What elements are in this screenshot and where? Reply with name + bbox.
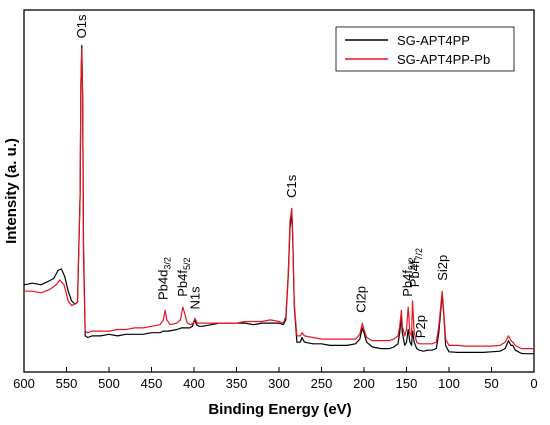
x-tick-label: 500 bbox=[98, 376, 120, 391]
x-tick-label: 600 bbox=[13, 376, 35, 391]
x-tick-label: 200 bbox=[353, 376, 375, 391]
series-line-sg-apt4pp-pb bbox=[24, 48, 534, 350]
peak-label-c1s: C1s bbox=[284, 174, 299, 198]
x-tick-label: 300 bbox=[268, 376, 290, 391]
x-tick-label: 0 bbox=[530, 376, 537, 391]
peak-label-o1s: O1s bbox=[74, 14, 89, 38]
legend-label-sg-apt4pp: SG-APT4PP bbox=[397, 33, 470, 48]
peak-label-cl2p: Cl2p bbox=[353, 286, 368, 313]
x-tick-label: 100 bbox=[438, 376, 460, 391]
x-tick-label: 150 bbox=[396, 376, 418, 391]
x-tick-label: 550 bbox=[56, 376, 78, 391]
peak-label-pb4f-72: Pb4f7/2 bbox=[407, 248, 424, 287]
x-axis-title: Binding Energy (eV) bbox=[208, 401, 351, 418]
peak-label-pb4f-52-left: Pb4f5/2 bbox=[175, 258, 192, 297]
peak-label-pb4f-52-right: Pb4f5/2 bbox=[400, 258, 417, 297]
peak-label-n1s: N1s bbox=[188, 286, 203, 310]
legend-box bbox=[335, 26, 515, 72]
x-tick-label: 350 bbox=[226, 376, 248, 391]
x-tick-label: 50 bbox=[484, 376, 498, 391]
series-layer bbox=[23, 45, 534, 355]
x-tick-label: 250 bbox=[311, 376, 333, 391]
peak-label-p2p: P2p bbox=[413, 315, 428, 338]
y-axis-title: Intensity (a. u.) bbox=[3, 138, 20, 244]
series-line-sg-apt4pp bbox=[23, 45, 534, 355]
peak-label-si2p: Si2p bbox=[435, 255, 450, 281]
x-axis-ticks: 600 550 500 450 400 350 300 250 200 150 100 50 0 bbox=[13, 367, 538, 391]
peak-labels: O1sPb4d3/2Pb4f5/2N1sC1sCl2pPb4f5/2Pb4f7/… bbox=[74, 14, 450, 338]
x-tick-label: 400 bbox=[183, 376, 205, 391]
peak-label-pb4d: Pb4d3/2 bbox=[155, 257, 172, 300]
legend: SG-APT4PP SG-APT4PP-Pb bbox=[335, 26, 515, 72]
legend-label-sg-apt4pp-pb: SG-APT4PP-Pb bbox=[397, 52, 490, 67]
x-tick-label: 450 bbox=[141, 376, 163, 391]
